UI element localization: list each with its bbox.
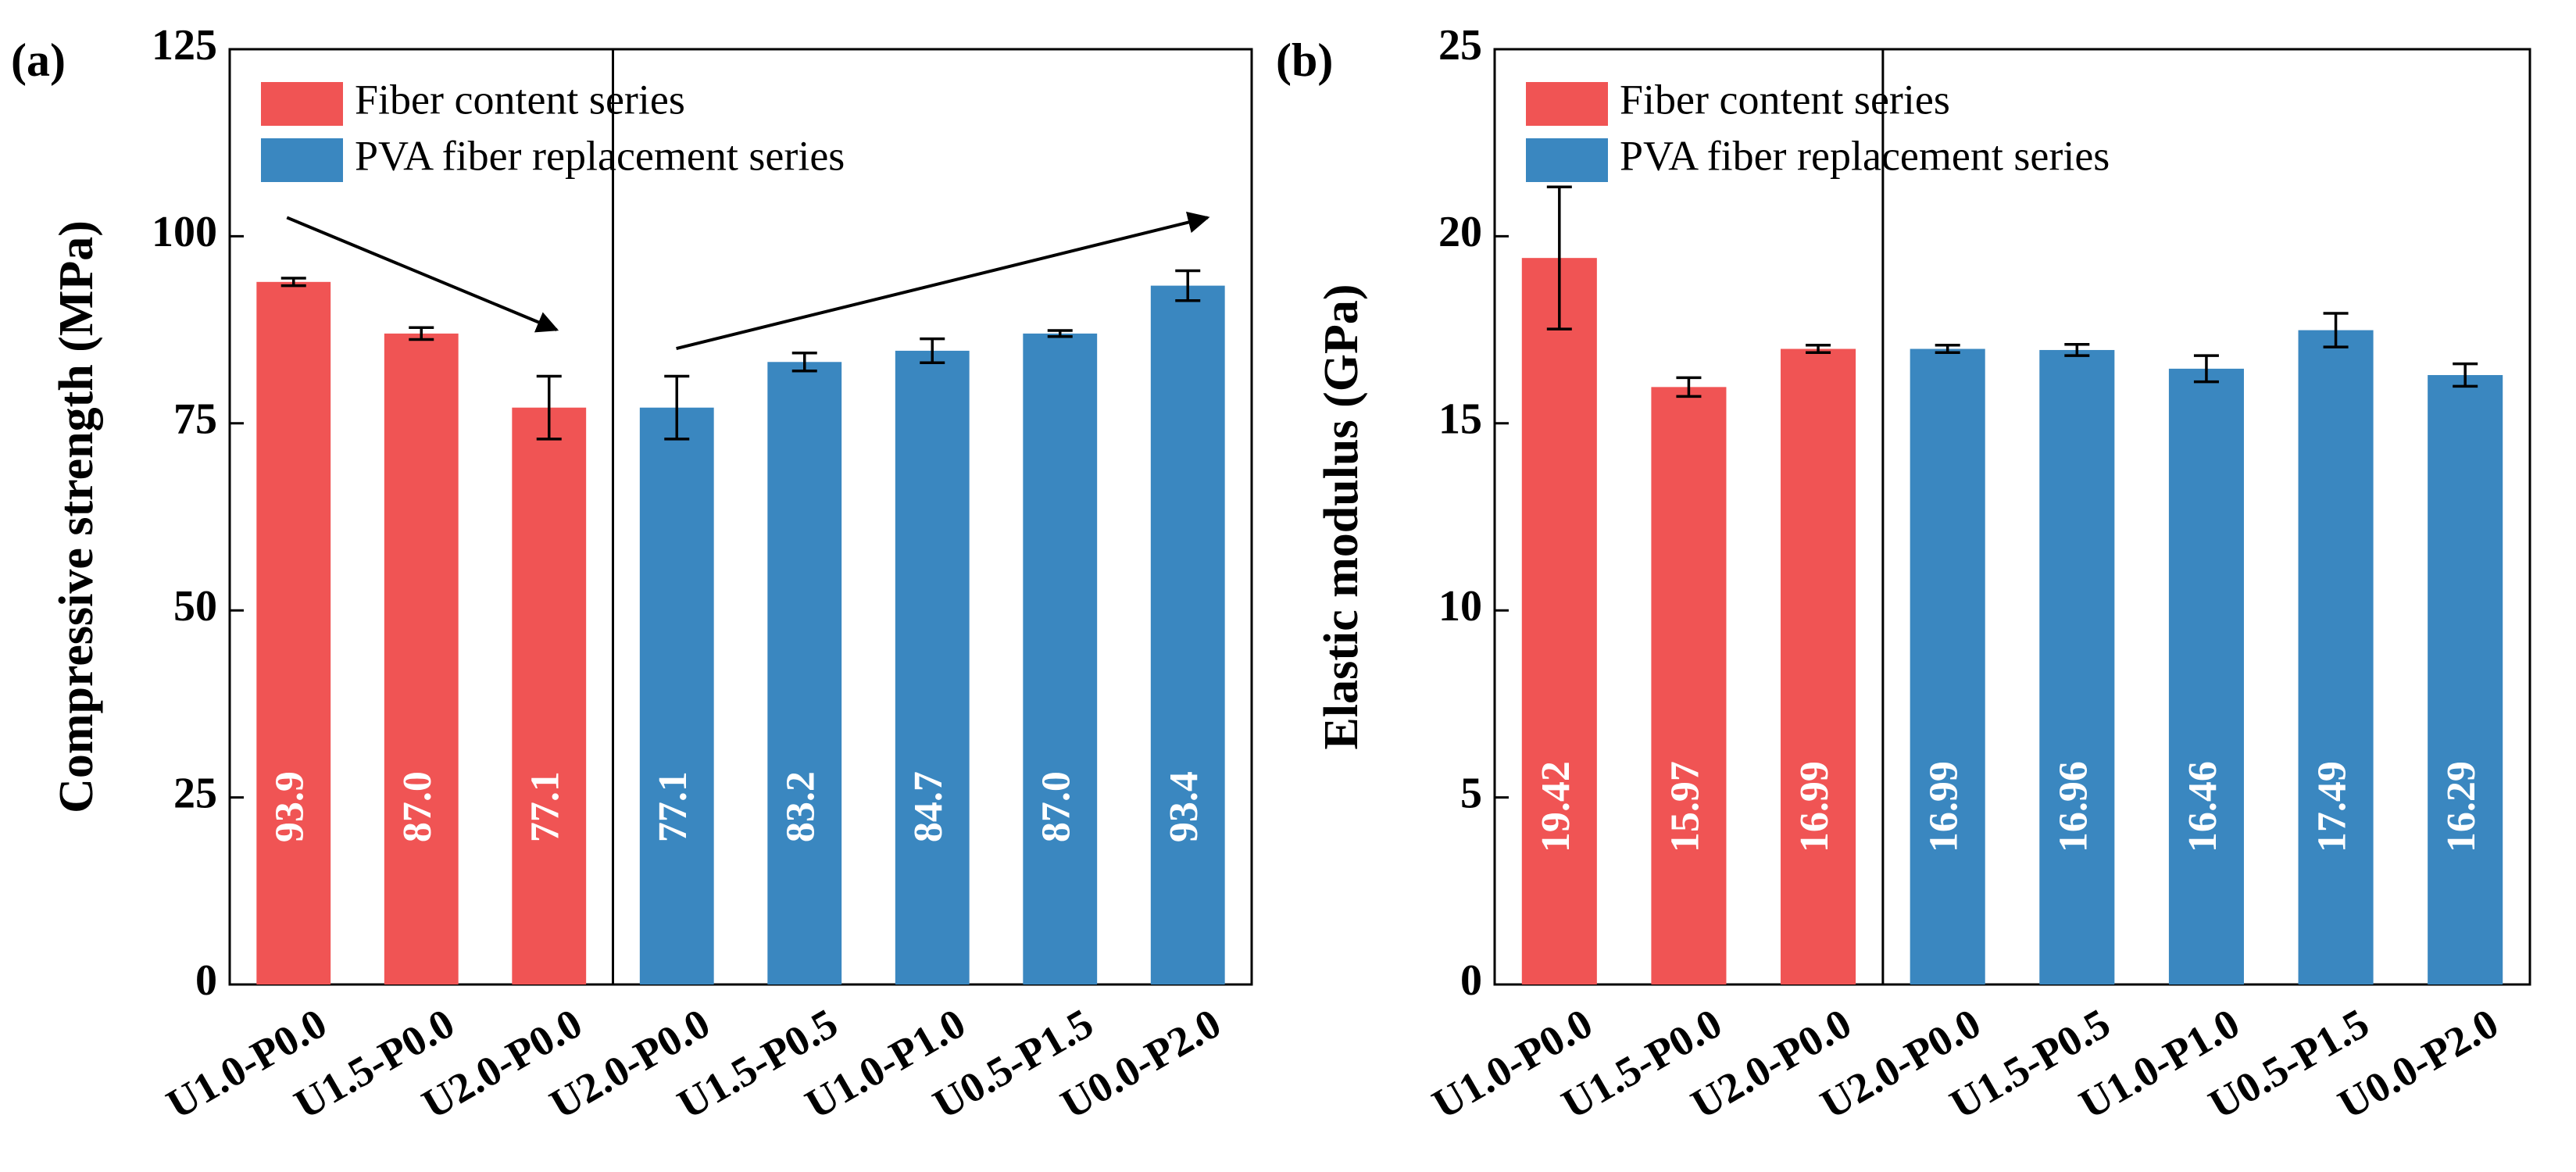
value-label: 93.4 — [1162, 771, 1206, 842]
legend-swatch — [1526, 82, 1608, 126]
value-label: 93.9 — [268, 771, 313, 842]
y-axis-label: Compressive strength (MPa) — [50, 220, 103, 813]
legend-label: Fiber content series — [1620, 76, 1950, 123]
bar — [1023, 333, 1098, 984]
y-tick-label: 10 — [1438, 582, 1482, 631]
bar — [1781, 348, 1856, 984]
bar — [895, 350, 970, 984]
bar — [256, 281, 331, 984]
plot-frame — [228, 48, 1253, 986]
y-tick-label: 75 — [173, 395, 217, 444]
error-bar — [1047, 329, 1073, 338]
y-tick-label: 0 — [1460, 956, 1482, 1005]
bar — [2298, 330, 2374, 984]
y-tick-label: 50 — [173, 582, 217, 631]
error-bar — [2453, 362, 2478, 388]
y-tick-label: 125 — [152, 21, 217, 70]
bar — [639, 407, 714, 984]
y-tick-label: 0 — [195, 956, 217, 1005]
bar — [384, 333, 459, 984]
y-tick-label: 25 — [1438, 21, 1482, 70]
y-tick-label: 100 — [152, 208, 217, 256]
bar — [1651, 387, 1727, 984]
value-label: 77.1 — [523, 771, 568, 842]
value-label: 16.29 — [2439, 761, 2484, 852]
y-axis-label: Elastic modulus (GPa) — [1315, 284, 1368, 750]
y-tick-label: 20 — [1438, 208, 1482, 256]
value-label: 16.99 — [1922, 761, 1967, 852]
bar — [2428, 375, 2503, 984]
legend-swatch — [1526, 138, 1608, 182]
error-bar — [1806, 343, 1831, 355]
bar — [1910, 348, 1985, 984]
error-bar — [536, 374, 562, 441]
value-label: 83.2 — [779, 771, 824, 842]
value-label: 16.96 — [2051, 761, 2095, 852]
legend-swatch — [261, 138, 343, 182]
panel-label: (b) — [1276, 34, 1333, 86]
panel-label: (a) — [11, 34, 66, 86]
bar — [2168, 368, 2244, 984]
y-tick-label: 15 — [1438, 395, 1482, 444]
y-tick-label: 5 — [1460, 769, 1482, 817]
value-label: 17.49 — [2310, 761, 2355, 852]
value-label: 15.97 — [1663, 761, 1707, 852]
error-bar — [280, 277, 306, 288]
error-bar — [2193, 354, 2219, 384]
value-label: 16.46 — [2181, 761, 2225, 852]
error-bar — [1175, 269, 1201, 302]
error-bar — [920, 337, 945, 364]
plot-frame — [1493, 48, 2531, 986]
bar — [767, 362, 842, 984]
value-label: 87.0 — [395, 771, 440, 842]
legend-label: Fiber content series — [355, 76, 685, 123]
trend-arrow — [286, 216, 559, 333]
value-label: 84.7 — [906, 771, 951, 842]
value-label: 16.99 — [1792, 761, 1837, 852]
bar — [1521, 258, 1597, 984]
error-bar — [791, 352, 817, 373]
legend-swatch — [261, 82, 343, 126]
error-bar — [2064, 343, 2090, 357]
bar — [512, 407, 587, 984]
y-tick-label: 25 — [173, 769, 217, 817]
error-bar — [1546, 185, 1572, 331]
value-label: 19.42 — [1534, 761, 1578, 852]
error-bar — [409, 326, 434, 341]
error-bar — [1676, 376, 1702, 398]
legend-label: PVA fiber replacement series — [355, 132, 845, 179]
value-label: 77.1 — [651, 771, 695, 842]
legend-label: PVA fiber replacement series — [1620, 132, 2110, 179]
error-bar — [1935, 343, 1960, 355]
error-bar — [2323, 312, 2349, 348]
value-label: 87.0 — [1034, 771, 1079, 842]
trend-arrow — [676, 211, 1210, 350]
bar — [2039, 349, 2115, 984]
bar — [1150, 285, 1225, 985]
error-bar — [664, 374, 690, 441]
